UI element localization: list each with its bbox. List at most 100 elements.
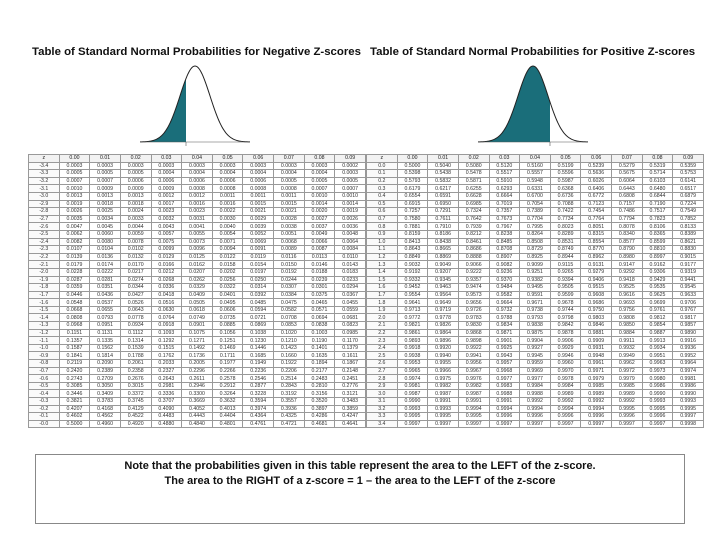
probability-cell: 0.1075 [181,328,213,338]
probability-cell: 0.8708 [488,245,521,254]
probability-cell: 0.0019 [334,207,366,216]
probability-cell: 0.9911 [611,336,643,345]
probability-cell: 0.9535 [641,283,674,292]
z-value-cell: -1.2 [28,328,60,338]
probability-cell: 0.8643 [396,245,429,254]
shaded-area [478,66,550,142]
bell-curve-negative-icon [140,65,250,146]
probability-cell: 0.0918 [150,321,183,330]
probability-cell: 0.5160 [519,161,551,171]
probability-cell: 0.0548 [58,298,91,307]
probability-cell: 0.7823 [641,214,674,224]
probability-cell: 0.6879 [672,191,704,201]
probability-cell: 0.0006 [119,176,152,186]
probability-cell: 0.7224 [672,199,704,209]
probability-cell: 0.0016 [181,199,213,209]
probability-cell: 0.2327 [150,366,183,376]
probability-cell: 0.8790 [611,245,643,254]
z-value-cell: 0.2 [366,176,398,186]
probability-cell: 0.9990 [641,389,674,398]
probability-cell: 0.9968 [488,366,521,376]
probability-cell: 0.4641 [334,419,366,429]
probability-cell: 0.0003 [242,161,274,171]
probability-cell: 0.4207 [58,404,91,414]
probability-cell: 0.9995 [396,412,429,421]
probability-cell: 0.3632 [211,397,244,406]
probability-cell: 0.8508 [519,237,551,247]
probability-cell: 0.1251 [211,336,244,345]
probability-cell: 0.0116 [273,252,305,262]
probability-cell: 0.9678 [549,298,582,307]
probability-cell: 0.5832 [427,176,459,186]
probability-cell: 0.9357 [457,275,490,285]
probability-cell: 0.9972 [611,366,643,376]
probability-cell: 0.9319 [672,267,704,277]
probability-cell: 0.7054 [519,199,551,209]
probability-cell: 0.0005 [89,169,121,178]
table-row: -1.6 0.0548 0.0537 0.0526 0.0516 0.0505 0.0495… [28,298,366,307]
probability-cell: 0.0045 [89,222,121,231]
decimal-column-header: 0.01 [427,154,459,163]
probability-cell: 0.7486 [611,207,643,216]
decimal-column-header: 0.08 [303,154,336,163]
probability-cell: 0.9989 [549,389,582,398]
probability-cell: 0.9996 [549,412,582,421]
probability-cell: 0.8997 [641,252,674,262]
probability-cell: 0.0038 [273,222,305,231]
probability-cell: 0.0409 [181,290,213,300]
probability-cell: 0.1736 [181,351,213,361]
probability-cell: 0.0005 [119,169,152,178]
probability-cell: 0.3821 [58,397,91,406]
z-value-cell: 0.3 [366,184,398,193]
probability-cell: 0.6255 [457,184,490,193]
probability-cell: 0.9986 [641,381,674,391]
probability-cell: 0.0004 [303,169,336,178]
probability-cell: 0.8980 [611,252,643,262]
z-value-cell: 2.8 [366,374,398,383]
probability-cell: 0.0158 [211,260,244,269]
probability-cell: 0.4562 [89,412,121,421]
probability-cell: 0.9993 [396,404,429,414]
probability-cell: 0.3192 [273,389,305,398]
probability-cell: 0.9608 [580,290,612,300]
probability-cell: 0.0014 [303,199,336,209]
table-row: 1.6 0.9452 0.9463 0.9474 0.9484 0.9495 0.9505 0… [366,283,704,292]
probability-cell: 0.6103 [641,176,674,186]
probability-cell: 0.0885 [211,321,244,330]
probability-cell: 0.9993 [427,404,459,414]
z-column-header: z [28,154,60,163]
probability-cell: 0.8665 [427,245,459,254]
probability-cell: 0.9671 [519,298,551,307]
z-value-cell: -0.9 [28,351,60,361]
probability-cell: 0.8962 [580,252,612,262]
probability-cell: 0.0025 [89,207,121,216]
probability-cell: 0.9726 [457,305,490,315]
probability-cell: 0.9964 [672,359,704,368]
probability-cell: 0.9979 [611,374,643,383]
probability-cell: 0.0197 [242,267,274,277]
probability-cell: 0.6443 [611,184,643,193]
probability-cell: 0.2148 [334,366,366,376]
z-value-cell: 0.1 [366,169,398,178]
probability-cell: 0.9991 [488,397,521,406]
table-row: -2.2 0.0139 0.0136 0.0132 0.0129 0.0125 0.0122… [28,252,366,262]
probability-cell: 0.0008 [273,184,305,193]
probability-cell: 0.9995 [427,412,459,421]
probability-cell: 0.9995 [611,404,643,414]
probability-cell: 0.1635 [303,351,336,361]
negative-z-table: z 0.00 0.01 0.02 0.03 0.04 0.05 0.06 0.07 0.08 0.0… [28,154,366,429]
probability-cell: 0.1230 [242,336,274,345]
z-value-cell: 1.9 [366,305,398,315]
probability-cell: 0.4325 [273,412,305,421]
probability-cell: 0.9993 [672,397,704,406]
probability-cell: 0.2389 [89,366,121,376]
probability-cell: 0.0239 [303,275,336,285]
z-value-cell: -0.6 [28,374,60,383]
probability-cell: 0.9967 [457,366,490,376]
table-row: -1.1 0.1357 0.1335 0.1314 0.1292 0.1271 0.1251… [28,336,366,345]
z-value-cell: -0.7 [28,366,60,376]
decimal-column-header: 0.05 [211,154,244,163]
probability-cell: 0.9162 [641,260,674,269]
probability-cell: 0.5080 [457,161,490,171]
table-row: 0.7 0.7580 0.7611 0.7642 0.7673 0.7704 0.7734 0… [366,214,704,224]
